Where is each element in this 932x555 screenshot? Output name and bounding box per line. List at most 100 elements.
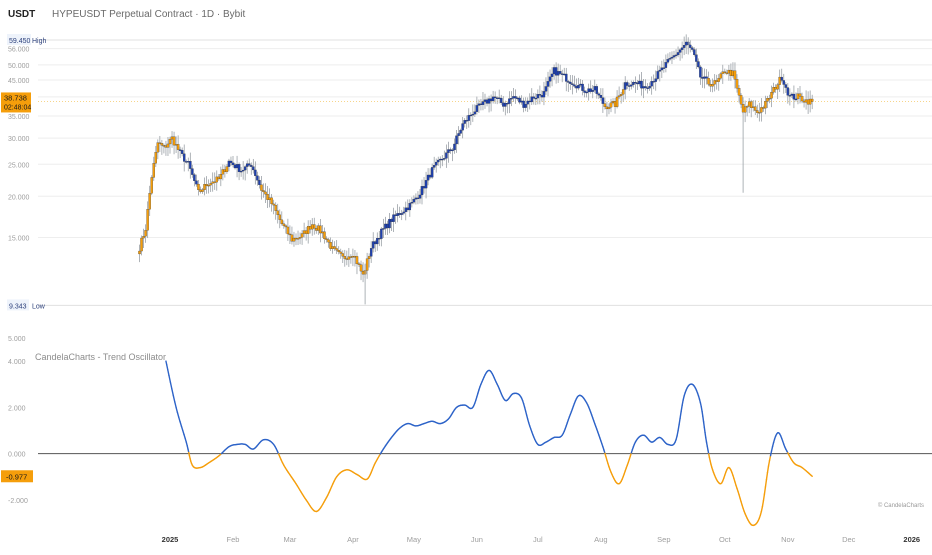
x-tick-label: 2025 <box>162 535 179 544</box>
candle-body <box>175 144 177 145</box>
osc-value-label: -0.977 <box>6 472 27 481</box>
candle-body <box>490 99 492 101</box>
candle-body <box>429 175 431 177</box>
candle-body <box>279 215 281 220</box>
candle-body <box>210 183 212 185</box>
candle-body <box>762 107 764 108</box>
candle-body <box>758 112 760 113</box>
candle-body <box>781 77 783 80</box>
candle-body <box>262 190 264 191</box>
candle-body <box>329 242 331 249</box>
candle-body <box>159 143 161 144</box>
candle-body <box>199 190 201 192</box>
osc-segment <box>764 487 765 494</box>
candle-body <box>293 238 295 241</box>
candle-body <box>655 79 657 82</box>
candle-body <box>492 97 494 101</box>
candle-body <box>533 97 535 99</box>
candle-body <box>734 71 736 80</box>
candle-body <box>447 150 449 153</box>
candle-body <box>537 94 539 98</box>
candle-body <box>264 192 266 194</box>
osc-segment <box>179 417 180 422</box>
candle-body <box>427 175 429 180</box>
candle-body <box>571 84 573 85</box>
candle-body <box>425 180 427 188</box>
candle-body <box>512 96 514 98</box>
osc-segment <box>765 480 766 487</box>
candle-body <box>644 86 646 87</box>
candle-body <box>675 55 677 56</box>
candle-body <box>222 170 224 175</box>
candle-body <box>457 133 459 135</box>
candle-body <box>586 92 588 93</box>
candle-body <box>496 98 498 99</box>
candle-body <box>482 102 484 105</box>
candle-body <box>232 163 234 165</box>
candle-body <box>380 229 382 239</box>
candle-body <box>520 101 522 102</box>
candle-body <box>811 99 813 102</box>
osc-tick-label: 4.000 <box>8 359 26 366</box>
candle-body <box>405 208 407 212</box>
candle-body <box>653 81 655 82</box>
candle-body <box>287 227 289 234</box>
candle-body <box>598 94 600 95</box>
candle-body <box>766 98 768 101</box>
candle-body <box>592 90 594 92</box>
candle-body <box>307 226 309 233</box>
candle-body <box>338 250 340 252</box>
candle-body <box>480 104 482 105</box>
candle-body <box>382 228 384 229</box>
candle-body <box>720 74 722 79</box>
low-label: Low <box>32 303 46 310</box>
ticker-label[interactable]: USDT <box>8 9 35 20</box>
osc-segment <box>704 427 705 432</box>
candle-body <box>273 204 275 205</box>
candle-body <box>208 185 210 186</box>
candle-body <box>319 226 321 233</box>
candle-body <box>311 225 313 230</box>
candle-body <box>504 103 506 106</box>
candle-body <box>157 143 159 153</box>
candle-body <box>563 74 565 75</box>
candle-body <box>455 136 457 144</box>
candle-body <box>659 70 661 71</box>
candle-body <box>299 237 301 238</box>
candle-body <box>205 184 207 186</box>
candle-body <box>368 256 370 258</box>
candle-body <box>604 104 606 107</box>
candle-body <box>346 259 348 260</box>
candle-body <box>443 158 445 159</box>
osc-segment <box>703 417 704 422</box>
candle-body <box>805 100 807 103</box>
candle-body <box>226 167 228 172</box>
candle-body <box>764 101 766 108</box>
candle-body <box>138 251 140 254</box>
candle-body <box>608 107 610 109</box>
osc-segment <box>176 407 177 412</box>
osc-segment <box>766 473 767 480</box>
candle-body <box>277 211 279 215</box>
candle-body <box>271 198 273 204</box>
candle-body <box>224 170 226 172</box>
candle-body <box>153 163 155 177</box>
candle-body <box>419 195 421 198</box>
candle-body <box>331 246 333 248</box>
x-tick-label: Sep <box>657 535 670 544</box>
candle-body <box>165 146 167 148</box>
candle-body <box>691 48 693 50</box>
candle-body <box>809 99 811 104</box>
candle-body <box>793 94 795 99</box>
candle-body <box>476 105 478 111</box>
candle-body <box>770 92 772 98</box>
candle-body <box>140 238 142 251</box>
candle-body <box>726 73 728 74</box>
candle-body <box>334 246 336 248</box>
candle-body <box>234 165 236 168</box>
candle-body <box>468 115 470 120</box>
candle-body <box>500 98 502 103</box>
candle-body <box>744 107 746 113</box>
watermark: © CandelaCharts <box>878 503 924 509</box>
